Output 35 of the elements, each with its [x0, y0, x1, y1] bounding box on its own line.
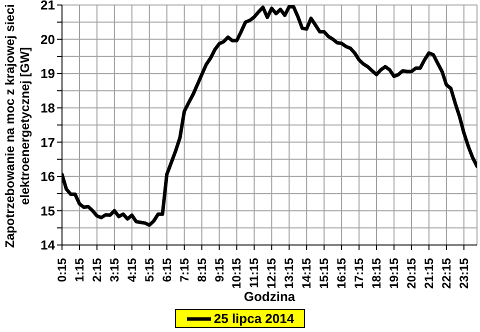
x-tick-label: 0:15: [55, 258, 69, 282]
x-tick-label: 10:15: [230, 258, 244, 289]
x-tick-label: 4:15: [124, 258, 139, 282]
x-tick-label: 14:15: [300, 258, 314, 289]
x-tick-label: 17:15: [352, 258, 366, 289]
x-tick-label: 8:15: [194, 258, 209, 282]
x-tick-label: 19:15: [387, 258, 401, 289]
y-tick-label: 19: [40, 66, 55, 82]
x-tick-label: 21:15: [422, 258, 436, 289]
x-tick-label: 9:15: [212, 258, 226, 282]
y-tick-label: 18: [40, 100, 55, 116]
y-tick-label: 14: [40, 238, 56, 253]
x-tick-label: 12:15: [264, 258, 279, 289]
y-tick-label: 15: [40, 203, 55, 218]
y-tick-label: 21: [40, 0, 55, 13]
x-tick-label: 18:15: [370, 258, 384, 289]
y-tick-label: 17: [40, 134, 55, 150]
x-tick-label: 5:15: [142, 258, 156, 282]
x-tick-label: 7:15: [177, 258, 192, 282]
y-axis-title: Zapotrzebowanie na moc z krajowej sieci elektroenergetycznej [GW]: [3, 4, 33, 248]
x-tick-label: 11:15: [247, 258, 262, 288]
x-tick-label: 6:15: [160, 258, 174, 282]
x-tick-label: 22:15: [439, 258, 454, 289]
x-tick-label: 13:15: [282, 258, 296, 289]
x-tick-label: 3:15: [107, 258, 122, 282]
x-tick-label: 20:15: [404, 258, 418, 289]
x-tick-label: 15:15: [317, 258, 332, 289]
x-tick-label: 23:15: [456, 258, 471, 289]
x-axis-title: Godzina: [244, 289, 296, 304]
x-tick-label: 16:15: [334, 258, 349, 289]
legend-label: 25 lipca 2014: [214, 311, 294, 326]
y-tick-label: 20: [40, 32, 55, 47]
x-tick-label: 2:15: [90, 258, 104, 282]
y-tick-label: 16: [40, 169, 55, 184]
x-tick-label: 1:15: [72, 258, 86, 282]
